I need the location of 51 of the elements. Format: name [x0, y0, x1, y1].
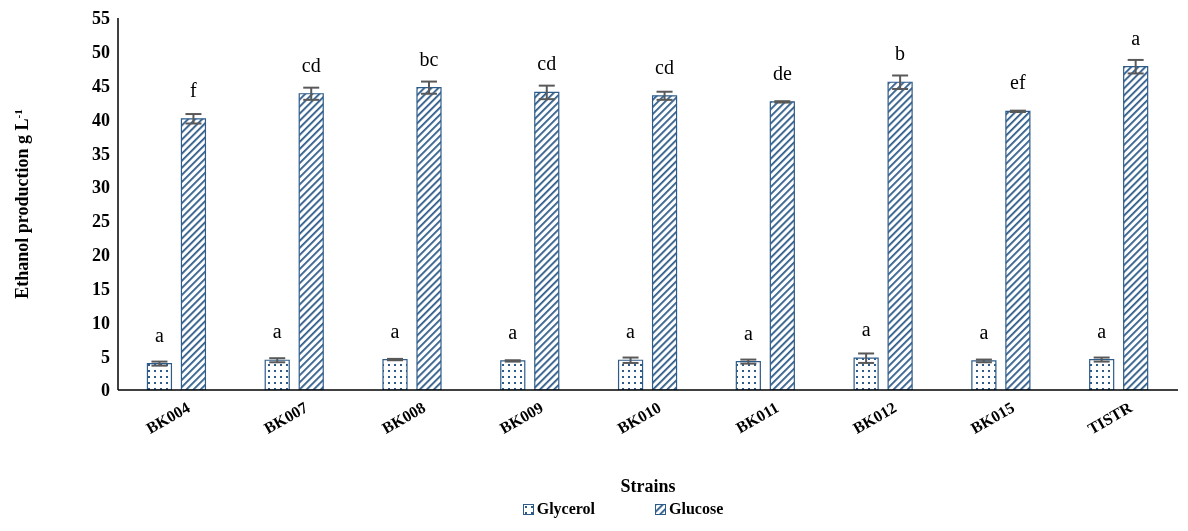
x-axis-title: Strains: [620, 476, 676, 496]
data-label: a: [1131, 26, 1141, 49]
data-label: f: [190, 78, 198, 101]
bar: [1123, 66, 1149, 390]
y-tick-label: 20: [92, 245, 110, 266]
legend-label: Glucose: [669, 500, 724, 518]
bar: [887, 81, 913, 390]
bar: [651, 95, 678, 390]
bar: [735, 360, 761, 390]
data-label: a: [979, 320, 989, 343]
bar: [1089, 358, 1115, 390]
bar: [264, 359, 290, 390]
y-tick-label: 30: [92, 177, 110, 198]
data-label: cd: [537, 52, 557, 75]
data-label: cd: [301, 53, 321, 76]
bar: [500, 360, 526, 390]
y-tick-label: 45: [92, 76, 110, 97]
y-tick-label: 10: [92, 312, 110, 333]
bar: [853, 357, 879, 390]
bar: [769, 101, 795, 390]
data-label: a: [626, 320, 636, 343]
bar: [1005, 110, 1031, 390]
bar: [146, 363, 173, 390]
bar: [971, 360, 997, 390]
data-label: a: [272, 320, 282, 343]
data-label: a: [155, 323, 164, 346]
y-tick-label: 55: [92, 8, 110, 29]
y-tick-label: 35: [92, 143, 110, 164]
data-label: a: [508, 320, 518, 343]
bar: [416, 87, 442, 390]
bar: [382, 358, 408, 390]
data-label: ef: [1010, 71, 1026, 94]
y-tick-label: 50: [92, 42, 110, 63]
bar: [180, 118, 207, 390]
data-label: a: [390, 319, 400, 342]
data-label: a: [1097, 319, 1107, 342]
y-tick-label: 15: [92, 278, 110, 299]
legend-label: Glycerol: [536, 500, 596, 518]
data-label: a: [743, 321, 753, 344]
data-label: bc: [419, 47, 439, 70]
bar: [534, 91, 560, 390]
y-tick-label: 0: [101, 380, 110, 401]
y-tick-label: 40: [92, 109, 110, 130]
data-label: a: [861, 318, 871, 341]
bar: [298, 93, 324, 390]
y-tick-label: 5: [101, 346, 110, 367]
data-label: de: [772, 61, 792, 84]
y-tick-label: 25: [92, 211, 110, 232]
data-label: b: [895, 42, 906, 65]
data-label: cd: [655, 55, 674, 78]
bar: [617, 359, 644, 390]
